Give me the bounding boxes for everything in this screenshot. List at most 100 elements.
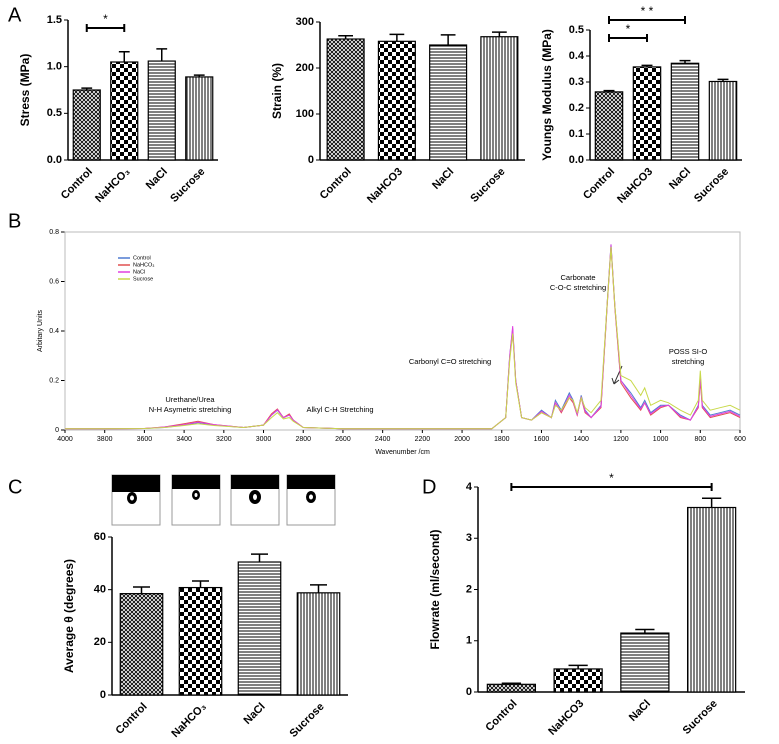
significance-label: * xyxy=(609,471,614,485)
error-bar xyxy=(338,35,354,40)
bar xyxy=(620,632,670,693)
significance-bracket xyxy=(608,16,686,24)
droplet-images xyxy=(111,474,336,526)
annotation: Alkyl C-H Stretching xyxy=(306,405,373,414)
annotation: C-O-C stretching xyxy=(550,283,606,292)
plot-frame xyxy=(64,231,741,431)
y-tick-label: 0.1 xyxy=(569,128,584,140)
legend-label: Control xyxy=(133,255,151,261)
x-tick-label: NaHCO3 xyxy=(615,166,655,206)
y-tick-label: 0.2 xyxy=(49,377,59,384)
x-tick-label: Control xyxy=(114,701,150,737)
y-tick-label: 60 xyxy=(94,531,106,543)
bar xyxy=(670,62,700,161)
y-tick-label: 20 xyxy=(94,636,106,648)
bar xyxy=(486,683,537,693)
x-tick-label: 3400 xyxy=(176,436,192,443)
error-bar xyxy=(156,48,168,62)
x-tick-label: Control xyxy=(318,166,354,202)
x-tick-label: NaCl xyxy=(627,698,653,724)
bar xyxy=(686,506,737,693)
y-axis-title: Average θ (degrees) xyxy=(62,559,76,673)
y-tick-label: 0.3 xyxy=(569,76,584,88)
y-tick-label: 200 xyxy=(296,62,314,74)
x-tick-label: NaHCO3 xyxy=(546,698,586,738)
error-bar xyxy=(133,586,150,594)
x-tick-label: 2000 xyxy=(454,436,470,443)
y-tick-label: 0.5 xyxy=(569,24,584,36)
bar xyxy=(147,60,176,161)
x-tick-label: NaCl xyxy=(241,701,267,727)
y-tick-label: 100 xyxy=(296,108,314,120)
y-tick-label: 300 xyxy=(296,16,314,28)
bar xyxy=(632,66,662,161)
error-bar xyxy=(118,50,130,62)
bar xyxy=(119,593,164,696)
panel-label: D xyxy=(422,476,436,498)
y-tick-label: 1 xyxy=(466,635,472,647)
y-tick-label: 4 xyxy=(466,481,473,493)
bar xyxy=(326,38,365,161)
x-tick-label: Sucrose xyxy=(468,166,507,205)
x-tick-label: 1600 xyxy=(534,436,550,443)
y-tick-label: 40 xyxy=(94,584,106,596)
annotation: Carbonate xyxy=(560,273,595,282)
error-bar xyxy=(641,64,653,67)
x-tick-label: 1000 xyxy=(653,436,669,443)
x-tick-label: NaCl xyxy=(430,166,456,192)
y-tick-label: 0.8 xyxy=(49,229,59,236)
significance-label: * * xyxy=(641,4,654,18)
error-bar xyxy=(192,580,209,588)
x-tick-label: NaHCO₃ xyxy=(169,701,208,740)
x-tick-label: NaCl xyxy=(144,166,170,192)
error-bar xyxy=(310,584,327,593)
x-tick-label: 2400 xyxy=(375,436,391,443)
bar xyxy=(72,89,101,161)
significance-bracket xyxy=(85,24,126,32)
annotation: stretching xyxy=(672,357,705,366)
x-tick-label: 800 xyxy=(694,436,706,443)
y-tick-label: 0 xyxy=(466,686,472,698)
panel-label: B xyxy=(8,210,21,232)
legend-label: NaHCO₃ xyxy=(133,262,155,268)
x-tick-label: 1800 xyxy=(494,436,510,443)
spectrum-line xyxy=(65,246,741,430)
x-tick-label: NaCl xyxy=(667,166,693,192)
legend-label: Sucrose xyxy=(133,276,153,282)
y-tick-label: 0.5 xyxy=(47,107,62,119)
error-bar xyxy=(193,74,205,77)
bar xyxy=(429,44,468,161)
y-tick-label: 1.0 xyxy=(47,61,62,73)
error-bar xyxy=(603,89,615,92)
bar xyxy=(594,91,624,161)
y-tick-label: 1.5 xyxy=(47,14,62,26)
error-bar xyxy=(491,31,507,37)
annotation: POSS SI-O xyxy=(669,347,708,356)
significance-bracket xyxy=(510,483,713,491)
x-tick-label: Sucrose xyxy=(692,166,731,205)
error-bar xyxy=(702,497,722,508)
legend-label: NaCl xyxy=(133,269,145,275)
bar xyxy=(553,668,603,693)
bar xyxy=(480,36,519,161)
error-bar xyxy=(251,553,268,563)
x-tick-label: Sucrose xyxy=(287,701,326,740)
error-bar xyxy=(679,59,691,64)
annotation: Carbonyl C=O stretching xyxy=(409,357,491,366)
x-tick-label: 4000 xyxy=(57,436,73,443)
y-tick-label: 0.0 xyxy=(47,154,62,166)
x-tick-label: 3800 xyxy=(97,436,113,443)
panel-label: C xyxy=(8,476,22,498)
x-tick-label: 1400 xyxy=(573,436,589,443)
x-tick-label: 2600 xyxy=(335,436,351,443)
y-axis-title: Strain (%) xyxy=(270,63,284,119)
x-tick-label: Sucrose xyxy=(168,166,207,205)
y-tick-label: 0 xyxy=(100,689,106,701)
y-tick-label: 0.4 xyxy=(569,50,585,62)
y-tick-label: 0.6 xyxy=(49,278,59,285)
y-tick-label: 2 xyxy=(466,583,472,595)
error-bar xyxy=(389,33,405,42)
error-bar xyxy=(81,87,93,90)
